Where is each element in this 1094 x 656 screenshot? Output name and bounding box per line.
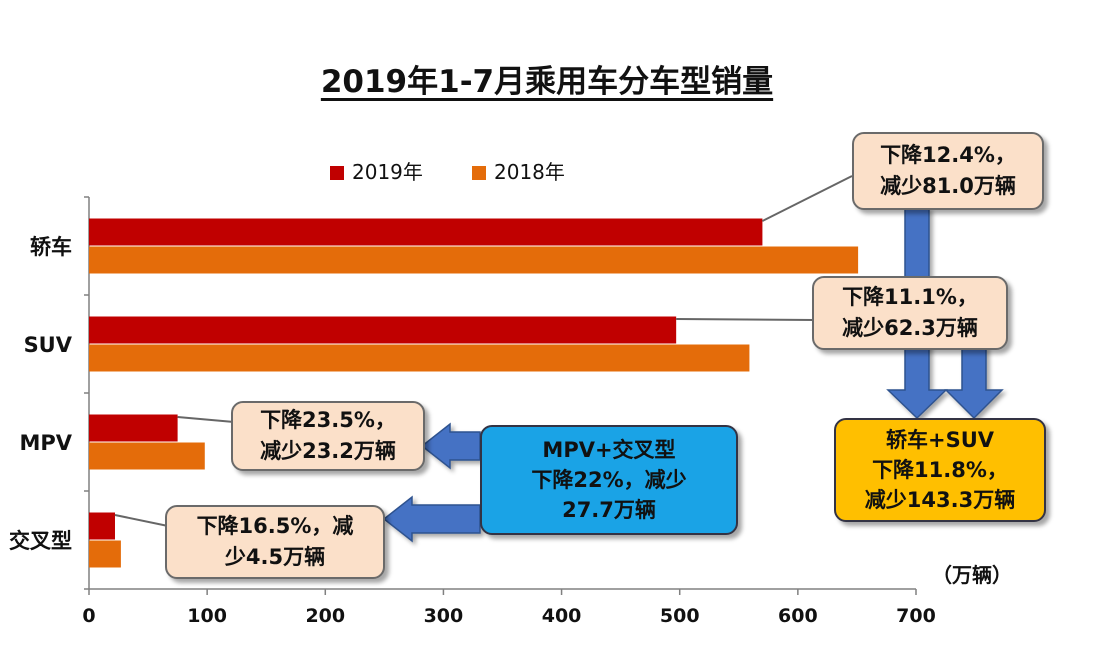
bar-2018-4	[89, 540, 121, 568]
sedan-callout-line2: 减少81.0万辆	[880, 174, 1016, 198]
suv-callout: 下降11.1%， 减少62.3万辆	[812, 276, 1008, 350]
y-category-label-4: 交叉型	[9, 529, 72, 553]
y-category-label-2: SUV	[24, 333, 73, 357]
legend-label-2: 2018年	[494, 160, 565, 184]
bar-2019-3	[89, 414, 178, 442]
mpv-crossover-line2: 下降22%，减少	[531, 468, 687, 492]
legend-swatch-2	[472, 166, 486, 180]
bar-2018-3	[89, 442, 205, 470]
suv-leader-line	[676, 318, 816, 321]
crossover-callout-line1: 下降16.5%，减	[196, 514, 354, 538]
x-axis-unit: （万辆）	[932, 563, 1012, 587]
crossover-left-arrow	[382, 495, 481, 543]
legend-label-1: 2019年	[352, 160, 423, 184]
x-tick-label-6: 600	[778, 605, 818, 627]
sedan-callout-line1: 下降12.4%，	[880, 143, 1016, 167]
y-category-label-3: MPV	[19, 431, 72, 455]
suv-callout-line2: 减少62.3万辆	[842, 316, 978, 340]
bar-2019-1	[89, 218, 763, 246]
mpv-callout-line1: 下降23.5%，	[260, 408, 396, 432]
bar-2018-2	[89, 344, 750, 372]
x-tick-label-0: 0	[82, 605, 95, 627]
sedan-suv-line1: 轿车+SUV	[885, 428, 995, 452]
crossover-callout: 下降16.5%，减 少4.5万辆	[165, 505, 385, 579]
y-category-label-1: 轿车	[30, 235, 72, 259]
sedan-callout: 下降12.4%， 减少81.0万辆	[852, 132, 1044, 210]
legend-swatch-1	[330, 166, 344, 180]
x-tick-label-1: 100	[187, 605, 227, 627]
x-tick-label-4: 400	[542, 605, 582, 627]
mpv-callout-line2: 减少23.2万辆	[260, 439, 396, 463]
chart-title: 2019年1-7月乘用车分车型销量	[320, 64, 774, 100]
x-tick-label-7: 700	[896, 605, 936, 627]
mpv-crossover-line3: 27.7万辆	[562, 498, 656, 522]
x-tick-label-3: 300	[424, 605, 464, 627]
x-tick-label-5: 500	[660, 605, 700, 627]
mpv-crossover-line1: MPV+交叉型	[542, 438, 676, 462]
sedan-suv-line2: 下降11.8%，	[872, 458, 1008, 482]
mpv-crossover-callout: MPV+交叉型 下降22%，减少 27.7万辆	[480, 425, 738, 535]
sedan-suv-line3: 减少143.3万辆	[864, 488, 1016, 512]
crossover-callout-line2: 少4.5万辆	[224, 545, 326, 569]
crossover-leader-line	[114, 514, 169, 527]
suv-callout-line1: 下降11.1%，	[842, 285, 978, 309]
mpv-leader-line	[177, 416, 235, 423]
bar-2019-2	[89, 316, 677, 344]
sedan-suv-callout: 轿车+SUV 下降11.8%， 减少143.3万辆	[834, 418, 1046, 522]
x-tick-label-2: 200	[305, 605, 345, 627]
sedan-leader-line	[761, 175, 853, 222]
mpv-left-arrow	[420, 422, 481, 470]
bar-2019-4	[89, 512, 115, 540]
suv-down-arrow	[944, 345, 1004, 420]
bar-2018-1	[89, 246, 859, 274]
mpv-callout: 下降23.5%， 减少23.2万辆	[231, 401, 425, 471]
